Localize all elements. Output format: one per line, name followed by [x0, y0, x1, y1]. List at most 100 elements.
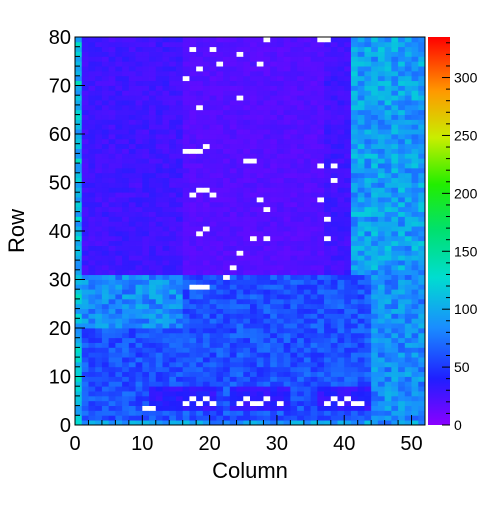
heatmap-cell [122, 308, 130, 314]
heatmap-cell [384, 366, 392, 373]
heatmap-cell [344, 153, 352, 159]
heatmap-cell [115, 381, 123, 387]
heatmap-cell [115, 250, 123, 256]
heatmap-cell [404, 323, 412, 329]
heatmap-cell [303, 153, 311, 159]
heatmap-cell [162, 211, 170, 217]
heatmap-cell [283, 197, 291, 203]
heatmap-cell [155, 357, 163, 363]
heatmap-cell [297, 124, 305, 130]
heatmap-cell [75, 206, 83, 212]
heatmap-cell [411, 255, 419, 261]
heatmap-cell [350, 80, 359, 86]
heatmap-cell [142, 381, 150, 387]
heatmap-cell [317, 366, 325, 373]
heatmap-cell [270, 104, 278, 111]
heatmap-cell [364, 134, 372, 140]
heatmap-cell [350, 405, 359, 411]
heatmap-cell [128, 400, 136, 406]
heatmap-cell [297, 294, 305, 300]
heatmap-cell [250, 37, 258, 43]
heatmap-cell [404, 352, 412, 358]
heatmap-cell [216, 298, 224, 305]
heatmap-cell [182, 51, 190, 57]
heatmap-cell [209, 250, 217, 256]
heatmap-cell [142, 206, 150, 212]
heatmap-cell [169, 410, 177, 416]
heatmap-cell [337, 400, 345, 406]
heatmap-cell [182, 386, 190, 392]
heatmap-cell [108, 95, 116, 101]
heatmap-cell [357, 211, 365, 217]
heatmap-cell [276, 66, 285, 72]
heatmap-cell [324, 255, 332, 261]
heatmap-cell [371, 269, 379, 276]
heatmap-cell [81, 221, 89, 227]
heatmap-cell [317, 201, 325, 208]
heatmap-cell [310, 75, 318, 82]
heatmap-cell [223, 260, 231, 266]
heatmap-cell [142, 70, 150, 77]
heatmap-cell [337, 245, 345, 251]
heatmap-cell [377, 395, 386, 402]
heatmap-cell [384, 303, 392, 309]
heatmap-cell [81, 182, 89, 188]
heatmap-cell [337, 51, 345, 57]
heatmap-cell [324, 245, 332, 251]
heatmap-cell [418, 124, 426, 130]
heatmap-cell [243, 347, 251, 353]
heatmap-cell [182, 167, 190, 174]
heatmap-cell [175, 410, 184, 416]
heatmap-cell [371, 245, 379, 251]
heatmap-cell [297, 298, 305, 305]
heatmap-cell [337, 313, 345, 319]
heatmap-cell [418, 303, 426, 309]
heatmap-cell [371, 158, 379, 164]
heatmap-cell [310, 269, 318, 276]
heatmap-cell [75, 386, 83, 392]
heatmap-cell [418, 182, 426, 188]
heatmap-cell [398, 197, 406, 203]
heatmap-cell [290, 235, 298, 242]
heatmap-cell [263, 391, 271, 397]
heatmap-cell [317, 420, 325, 426]
y-tick-label: 70 [49, 76, 71, 98]
heatmap-cell [270, 75, 278, 82]
heatmap-cell [128, 255, 136, 261]
heatmap-cell [276, 206, 285, 212]
heatmap-cell [357, 163, 365, 169]
heatmap-cell [169, 255, 177, 261]
heatmap-cell [243, 148, 251, 154]
heatmap-cell [357, 61, 365, 67]
heatmap-cell [256, 347, 264, 353]
heatmap-cell [216, 37, 224, 43]
heatmap-cell [357, 420, 365, 426]
heatmap-cell [223, 75, 231, 82]
heatmap-cell [350, 294, 359, 300]
heatmap-cell [290, 187, 298, 193]
heatmap-cell [256, 226, 264, 232]
heatmap-cell [101, 323, 110, 329]
heatmap-cell [142, 124, 150, 130]
heatmap-cell [411, 284, 419, 290]
heatmap-cell [122, 192, 130, 198]
heatmap-cell [391, 289, 399, 295]
heatmap-cell [189, 323, 197, 329]
heatmap-cell [75, 371, 83, 377]
heatmap-cell [175, 231, 184, 237]
heatmap-cell [404, 148, 412, 154]
heatmap-cell [418, 158, 426, 164]
heatmap-cell [371, 376, 379, 382]
heatmap-cell [209, 308, 217, 314]
heatmap-cell [371, 308, 379, 314]
heatmap-cell [256, 56, 264, 62]
heatmap-cell [317, 376, 325, 382]
heatmap-cell [263, 177, 271, 183]
heatmap-cell [128, 201, 136, 208]
heatmap-cell [88, 163, 96, 169]
heatmap-cell [75, 405, 83, 411]
heatmap-cell [81, 192, 89, 198]
heatmap-cell [189, 201, 197, 208]
heatmap-cell [223, 298, 231, 305]
heatmap-cell [81, 80, 89, 86]
